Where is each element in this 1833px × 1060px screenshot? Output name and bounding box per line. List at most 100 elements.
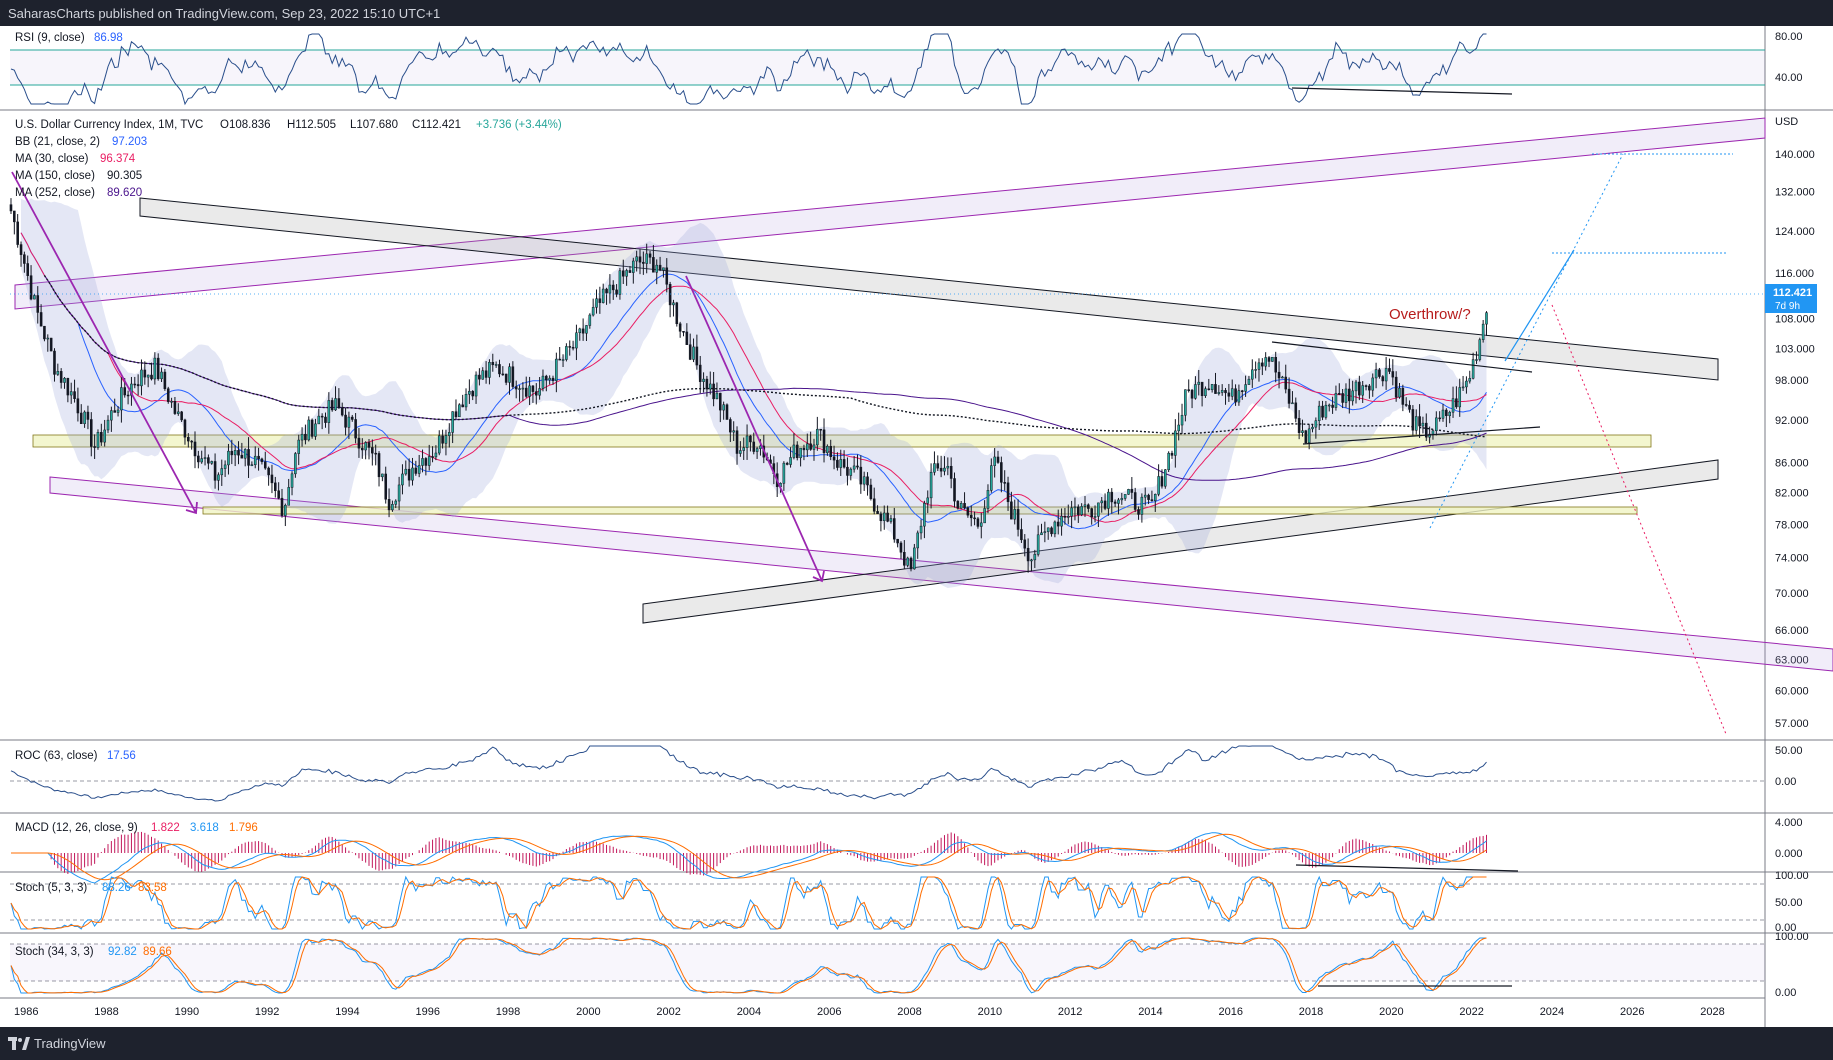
candle <box>816 416 819 451</box>
candle <box>203 446 207 466</box>
candle <box>13 210 16 235</box>
candle <box>468 379 471 404</box>
candle <box>347 411 351 440</box>
tradingview-logo[interactable]: TradingView <box>8 1036 106 1051</box>
candle <box>1468 370 1472 384</box>
candle <box>1311 423 1314 433</box>
candle <box>1324 401 1328 420</box>
candle <box>688 333 692 361</box>
candle <box>926 490 930 514</box>
stoch-fast-pane[interactable]: Stoch (5, 3, 3) 88.26 83.58 100.00 50.00… <box>10 870 1809 934</box>
price-badge-value: 112.421 <box>1773 287 1812 299</box>
candle <box>1164 469 1167 489</box>
candle <box>1374 362 1378 389</box>
candle <box>1317 400 1321 431</box>
price-tick-11: 74.000 <box>1775 553 1809 565</box>
stoch-fast-d-value: 83.58 <box>138 882 167 894</box>
candle <box>1368 384 1371 399</box>
candle <box>1394 371 1398 402</box>
candle <box>113 398 116 413</box>
candle <box>1277 361 1281 389</box>
candle <box>1244 375 1247 397</box>
candle <box>1384 357 1388 390</box>
candle <box>923 500 926 539</box>
candle <box>1210 383 1214 393</box>
candle <box>367 438 371 460</box>
candle <box>294 452 297 478</box>
candle <box>377 451 381 487</box>
candle <box>595 289 598 314</box>
candle <box>63 377 66 389</box>
candle <box>371 439 374 466</box>
time-tick-2010: 2010 <box>978 1006 1002 1018</box>
stoch-slow-pane[interactable]: Stoch (34, 3, 3) 92.82 89.66 100.00 0.00 <box>10 931 1809 999</box>
macd-value-2: 3.618 <box>190 822 219 834</box>
candle <box>1297 410 1301 440</box>
candle <box>514 380 518 399</box>
macd-signal-line <box>11 833 1487 881</box>
candle <box>882 505 886 530</box>
currency-label: USD <box>1775 116 1798 128</box>
candle <box>866 472 869 496</box>
candle <box>605 287 608 305</box>
grey-descending-channel <box>139 197 1719 381</box>
candle <box>705 375 709 397</box>
stoch-slow-k-value: 92.82 <box>108 946 137 958</box>
candle <box>287 478 290 506</box>
wedge-upper-line <box>1271 341 1533 373</box>
indicator-ma252-name: MA (252, close) <box>15 187 95 199</box>
macd-histogram <box>50 831 1487 876</box>
candle <box>648 250 652 264</box>
candle <box>929 463 933 509</box>
rsi-divergence-line <box>1291 87 1513 95</box>
candle <box>1475 351 1478 364</box>
macd-pane[interactable]: MACD (12, 26, close, 9) 1.822 3.618 1.79… <box>11 817 1803 884</box>
candle <box>494 361 498 368</box>
candle <box>1451 386 1455 418</box>
chart-area[interactable]: RSI (9, close) 86.98 80.00 40.00 140.000… <box>0 26 1833 1027</box>
candle <box>474 371 478 404</box>
candle <box>565 343 568 362</box>
candle <box>1465 376 1468 394</box>
candle <box>809 431 812 451</box>
roc-tick-0: 0.00 <box>1775 776 1796 788</box>
pane-separators <box>0 26 1833 1027</box>
ohlc-low: L107.680 <box>350 119 398 131</box>
candle <box>1080 503 1083 517</box>
candle <box>555 352 558 393</box>
rsi-label: RSI (9, close) <box>15 32 85 44</box>
ohlc-change: +3.736 (+3.44%) <box>476 119 562 131</box>
candle <box>1190 389 1194 409</box>
time-tick-1986: 1986 <box>14 1006 38 1018</box>
stoch-slow-label: Stoch (34, 3, 3) <box>15 946 94 958</box>
decline-arrow-2-head <box>812 570 825 583</box>
candle <box>1070 500 1073 529</box>
candle <box>1016 499 1020 537</box>
candle <box>357 428 361 458</box>
candle <box>350 414 354 422</box>
candle <box>1294 397 1298 423</box>
rsi-pane[interactable]: RSI (9, close) 86.98 80.00 40.00 <box>10 31 1803 106</box>
candle <box>277 482 280 500</box>
time-axis[interactable]: 1986 1988 1990 1992 1994 1996 1998 2000 2002 2004… <box>14 1006 1725 1018</box>
candle <box>698 355 702 394</box>
candle <box>1314 417 1318 439</box>
rsi-value: 86.98 <box>94 32 123 44</box>
candle <box>889 515 893 524</box>
price-tick-9: 82.000 <box>1775 488 1809 500</box>
stoch-slow-tick-100: 100.00 <box>1775 931 1809 943</box>
candle <box>1026 538 1030 573</box>
candle <box>749 434 752 452</box>
candle <box>1388 358 1391 375</box>
candle <box>588 313 592 329</box>
candle <box>116 406 120 417</box>
candle <box>210 460 214 465</box>
candle <box>100 423 103 446</box>
candle <box>1174 419 1177 468</box>
candle <box>1257 358 1261 382</box>
candle <box>1267 356 1271 368</box>
candle <box>330 397 334 412</box>
main-pane[interactable]: 140.000 132.000 124.000 116.000 108.000 103.0… <box>9 116 1833 735</box>
roc-pane[interactable]: ROC (63, close) 17.56 50.00 0.00 <box>10 745 1803 802</box>
candle <box>1247 375 1251 385</box>
